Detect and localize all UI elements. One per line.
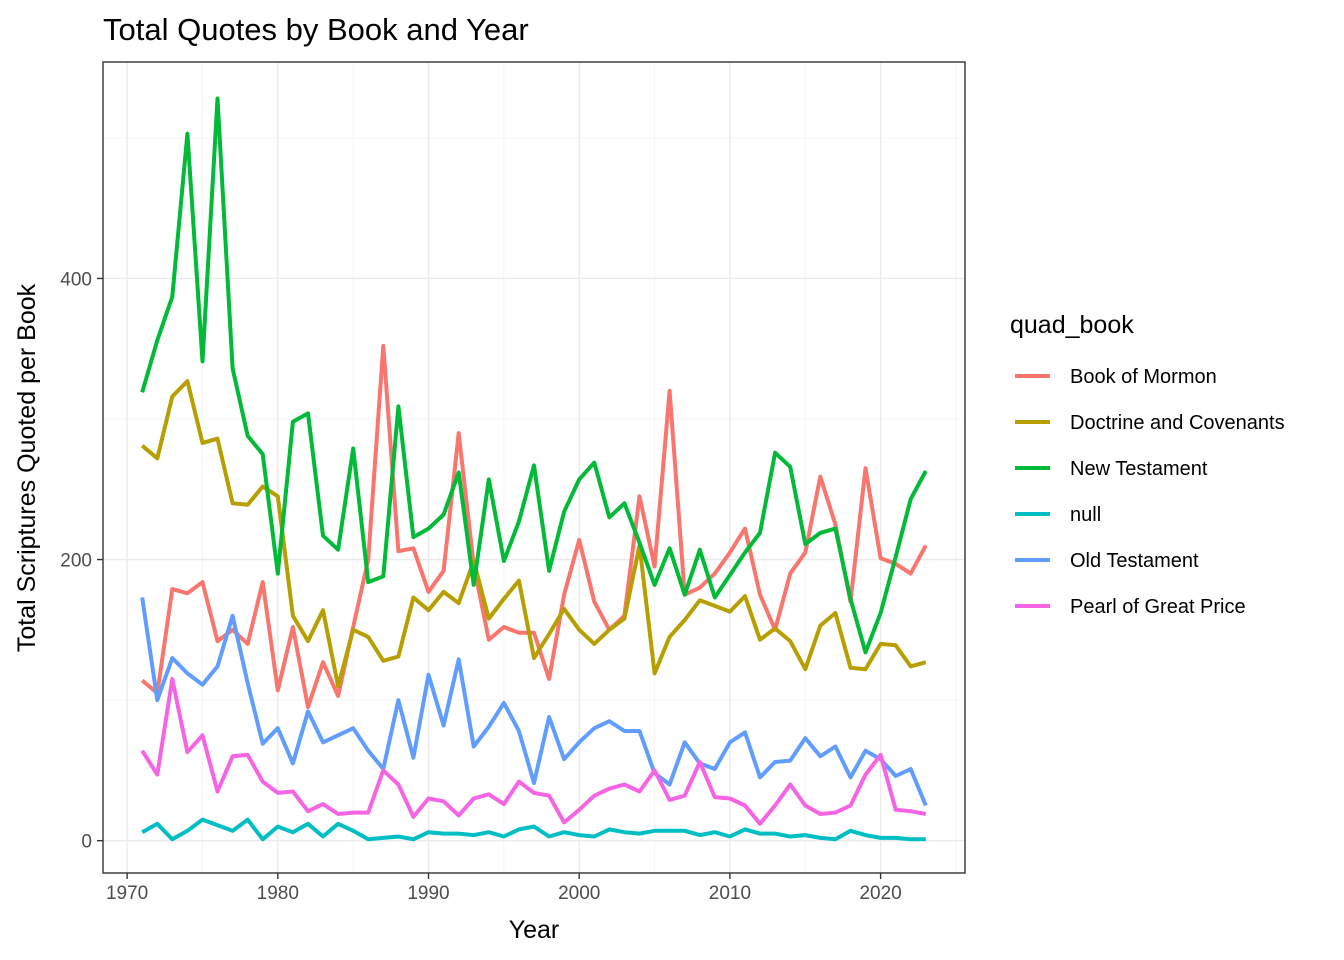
y-tick-label: 400 xyxy=(60,269,92,290)
y-tick-label: 200 xyxy=(60,551,92,572)
series-line-doctrine-and-covenants xyxy=(140,379,927,689)
series-line-old-testament xyxy=(140,597,928,807)
x-tick-label: 2000 xyxy=(558,883,600,904)
series-lines xyxy=(140,96,928,842)
x-tick-label: 2010 xyxy=(709,883,751,904)
legend-items: Book of Mormon Doctrine and Covenants New … xyxy=(1015,366,1285,618)
major-gridlines xyxy=(103,62,965,873)
series-line-pearl-of-great-price xyxy=(140,677,927,826)
legend-item: New Testament xyxy=(1015,458,1208,480)
series-line-book-of-mormon xyxy=(140,343,928,710)
legend-item: Old Testament xyxy=(1015,550,1199,572)
series-line-null xyxy=(141,817,926,842)
plot-area xyxy=(102,61,966,874)
legend-label: null xyxy=(1070,504,1101,526)
chart-title: Total Quotes by Book and Year xyxy=(103,12,529,47)
legend-label: Pearl of Great Price xyxy=(1070,596,1246,618)
x-axis-title: Year xyxy=(509,916,560,944)
y-tick-label: 0 xyxy=(81,832,92,853)
legend: quad_book Book of Mormon Doctrine and Cov… xyxy=(1010,311,1285,618)
plot-panel-border xyxy=(102,61,966,874)
y-axis-title: Total Scriptures Quoted per Book xyxy=(13,283,41,652)
legend-title: quad_book xyxy=(1010,311,1134,339)
x-tick-label: 1980 xyxy=(257,883,299,904)
x-tick-label: 1970 xyxy=(106,883,148,904)
minor-gridlines xyxy=(103,62,965,873)
legend-item: Doctrine and Covenants xyxy=(1015,412,1285,434)
legend-item: Pearl of Great Price xyxy=(1015,596,1246,618)
legend-label: Old Testament xyxy=(1070,550,1199,572)
legend-label: New Testament xyxy=(1070,458,1208,480)
y-axis: 0 200 400 xyxy=(60,269,103,853)
legend-label: Doctrine and Covenants xyxy=(1070,412,1285,434)
legend-item: null xyxy=(1015,504,1101,526)
x-axis: 1970 1980 1990 2000 2010 2020 xyxy=(106,873,902,904)
series-line-new-testament xyxy=(140,96,928,655)
x-tick-label: 1990 xyxy=(407,883,449,904)
legend-label: Book of Mormon xyxy=(1070,366,1217,388)
x-tick-label: 2020 xyxy=(859,883,901,904)
legend-item: Book of Mormon xyxy=(1015,366,1217,388)
